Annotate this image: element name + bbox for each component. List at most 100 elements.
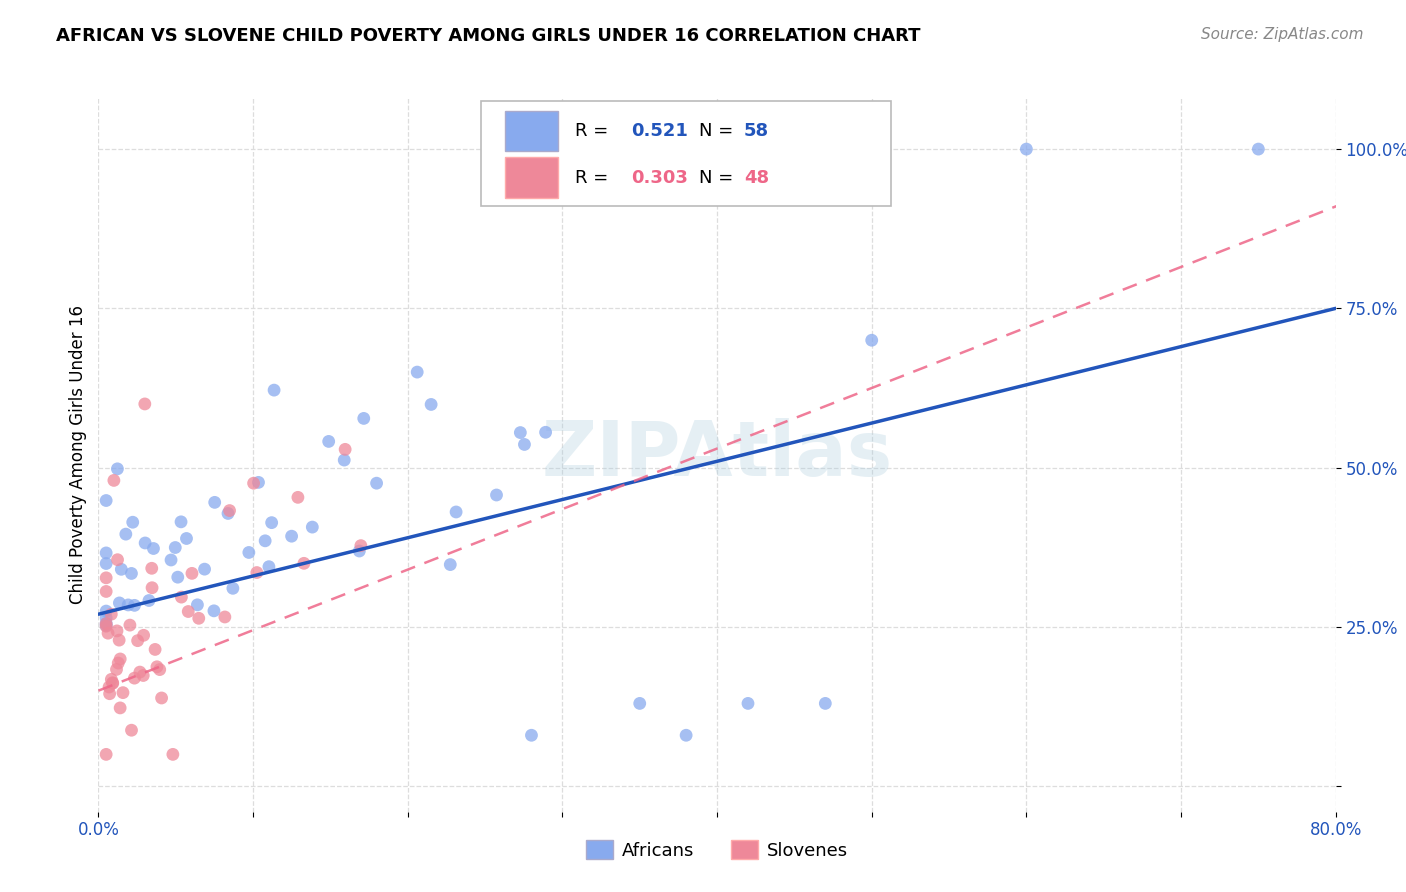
Point [218, 503, 240, 517]
Point [108, 701, 131, 715]
Point [247, 475, 270, 490]
Point [263, 383, 285, 397]
Point [170, 590, 193, 604]
Point [117, 598, 139, 612]
Point [202, 604, 225, 618]
Point [143, 642, 166, 657]
Point [176, 532, 198, 546]
Point [105, 662, 128, 676]
Point [100, 673, 122, 687]
Point [96, 584, 118, 599]
Point [420, 397, 443, 411]
Point [96, 618, 118, 632]
Text: AFRICAN VS SLOVENE CHILD POVERTY AMONG GIRLS UNDER 16 CORRELATION CHART: AFRICAN VS SLOVENE CHILD POVERTY AMONG G… [56, 27, 921, 45]
Point [333, 442, 356, 457]
Point [149, 663, 172, 677]
Point [96, 546, 118, 560]
Point [534, 425, 557, 440]
Point [118, 618, 141, 632]
Point [103, 474, 125, 488]
Point [204, 495, 226, 509]
Point [96, 571, 118, 585]
Point [110, 562, 132, 576]
Point [675, 728, 697, 742]
Point [127, 633, 149, 648]
Point [814, 697, 837, 711]
Point [141, 581, 163, 595]
Point [107, 462, 129, 476]
Point [96, 611, 118, 625]
Text: 58: 58 [744, 122, 769, 140]
Point [124, 599, 146, 613]
Point [257, 559, 280, 574]
Point [105, 624, 128, 638]
Point [98, 680, 121, 694]
Point [162, 747, 184, 762]
Point [132, 668, 155, 682]
Point [238, 545, 260, 559]
Point [177, 605, 200, 619]
Legend: Africans, Slovenes: Africans, Slovenes [579, 833, 855, 867]
Text: R =: R = [575, 169, 614, 186]
Text: N =: N = [699, 122, 740, 140]
Point [96, 619, 118, 633]
Text: N =: N = [699, 169, 740, 186]
Point [138, 593, 160, 607]
Point [111, 686, 134, 700]
Text: Source: ZipAtlas.com: Source: ZipAtlas.com [1201, 27, 1364, 42]
Point [513, 437, 536, 451]
Text: 0.521: 0.521 [631, 122, 689, 140]
Point [96, 557, 118, 571]
Point [98, 687, 121, 701]
Point [108, 633, 131, 648]
Point [509, 425, 531, 440]
Point [333, 453, 356, 467]
Point [246, 566, 269, 580]
Point [485, 488, 508, 502]
Point [160, 553, 183, 567]
Text: R =: R = [575, 122, 614, 140]
Point [186, 598, 208, 612]
Point [146, 660, 169, 674]
Point [100, 607, 122, 622]
Point [170, 515, 193, 529]
Text: 48: 48 [744, 169, 769, 186]
Point [114, 527, 136, 541]
Point [108, 652, 131, 666]
Point [108, 596, 131, 610]
Point [166, 570, 188, 584]
Point [97, 626, 120, 640]
Point [142, 541, 165, 556]
Y-axis label: Child Poverty Among Girls Under 16: Child Poverty Among Girls Under 16 [69, 305, 87, 605]
Point [96, 616, 118, 631]
Point [107, 552, 129, 566]
Point [628, 697, 651, 711]
Point [860, 333, 883, 347]
Point [141, 561, 163, 575]
Text: 0.303: 0.303 [631, 169, 689, 186]
Point [124, 671, 146, 685]
Point [187, 611, 209, 625]
Point [150, 690, 173, 705]
Point [96, 604, 118, 618]
Point [134, 536, 156, 550]
Point [214, 610, 236, 624]
Point [193, 562, 215, 576]
Point [350, 539, 373, 553]
Point [107, 656, 129, 670]
Point [444, 505, 467, 519]
Point [254, 533, 277, 548]
Point [222, 582, 245, 596]
Point [121, 515, 143, 529]
Point [260, 516, 283, 530]
Point [120, 566, 142, 581]
Point [96, 616, 118, 631]
Point [134, 397, 156, 411]
Point [96, 747, 118, 762]
Point [121, 723, 143, 738]
Point [101, 675, 124, 690]
Point [242, 476, 264, 491]
Point [217, 507, 239, 521]
Point [349, 544, 371, 558]
Point [366, 476, 388, 491]
